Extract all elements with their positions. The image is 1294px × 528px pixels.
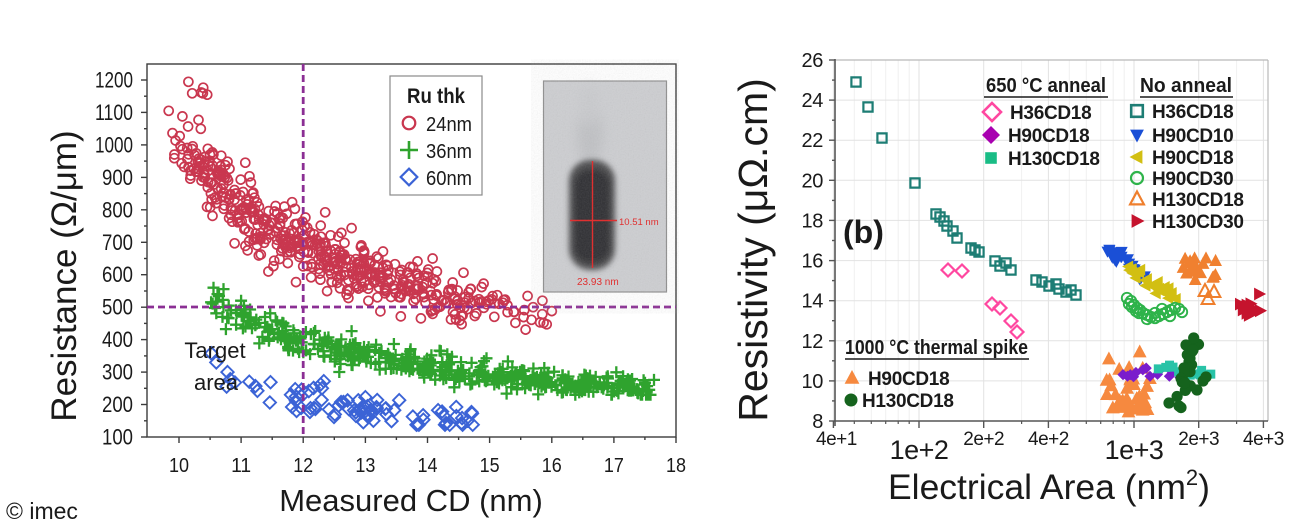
svg-text:1000: 1000 xyxy=(95,132,133,157)
svg-text:H130CD18: H130CD18 xyxy=(862,391,954,412)
svg-text:H130CD18: H130CD18 xyxy=(1152,190,1244,211)
svg-text:700: 700 xyxy=(102,230,133,255)
svg-text:600: 600 xyxy=(102,262,133,287)
svg-text:22: 22 xyxy=(802,130,824,152)
svg-text:1100: 1100 xyxy=(95,100,133,125)
svg-text:16: 16 xyxy=(542,455,562,477)
svg-text:14: 14 xyxy=(802,291,824,313)
svg-text:H90CD18: H90CD18 xyxy=(1008,126,1089,147)
svg-text:Electrical Area (nm2): Electrical Area (nm2) xyxy=(888,465,1210,507)
svg-text:24nm: 24nm xyxy=(426,114,472,136)
svg-text:2e+2: 2e+2 xyxy=(963,429,1004,450)
svg-text:H90CD10: H90CD10 xyxy=(1152,126,1233,147)
svg-text:100: 100 xyxy=(102,425,133,450)
svg-text:12: 12 xyxy=(802,331,824,353)
svg-text:1000 °C thermal spike: 1000 °C thermal spike xyxy=(845,337,1028,359)
svg-text:2e+3: 2e+3 xyxy=(1178,429,1219,450)
svg-text:4e+1: 4e+1 xyxy=(816,429,857,450)
svg-text:13: 13 xyxy=(355,455,375,477)
svg-text:900: 900 xyxy=(102,165,133,190)
svg-text:1200: 1200 xyxy=(95,68,133,93)
svg-text:H130CD18: H130CD18 xyxy=(1008,149,1100,170)
svg-text:11: 11 xyxy=(231,455,251,477)
svg-text:800: 800 xyxy=(102,197,133,222)
svg-text:Resistance (Ω/μm): Resistance (Ω/μm) xyxy=(45,130,84,421)
svg-text:60nm: 60nm xyxy=(426,168,472,190)
svg-text:H130CD30: H130CD30 xyxy=(1152,212,1244,233)
svg-text:H36CD18: H36CD18 xyxy=(1010,103,1091,124)
svg-text:18: 18 xyxy=(802,210,824,232)
svg-text:12: 12 xyxy=(293,455,313,477)
svg-text:(b): (b) xyxy=(843,214,884,250)
svg-text:Measured CD (nm): Measured CD (nm) xyxy=(279,483,543,518)
svg-text:300: 300 xyxy=(102,360,133,385)
svg-text:1e+2: 1e+2 xyxy=(890,435,949,465)
svg-text:36nm: 36nm xyxy=(426,141,472,163)
svg-text:H90CD18: H90CD18 xyxy=(868,369,949,390)
svg-text:area: area xyxy=(194,370,239,395)
svg-text:Resistivity (μΩ.cm): Resistivity (μΩ.cm) xyxy=(730,78,776,422)
svg-text:H90CD18: H90CD18 xyxy=(1152,148,1233,169)
svg-text:H36CD18: H36CD18 xyxy=(1152,102,1233,123)
svg-text:Ru thk: Ru thk xyxy=(407,85,465,108)
svg-text:10: 10 xyxy=(169,455,189,477)
svg-text:No anneal: No anneal xyxy=(1140,75,1232,97)
svg-text:© imec: © imec xyxy=(6,498,78,524)
svg-text:1e+3: 1e+3 xyxy=(1105,435,1164,465)
svg-text:17: 17 xyxy=(604,455,624,477)
svg-text:500: 500 xyxy=(102,295,133,320)
svg-text:14: 14 xyxy=(418,455,438,477)
svg-text:200: 200 xyxy=(102,392,133,417)
svg-text:650 °C anneal: 650 °C anneal xyxy=(986,75,1106,97)
svg-text:Target: Target xyxy=(184,338,245,363)
svg-text:23.93 nm: 23.93 nm xyxy=(577,277,619,288)
svg-text:10.51 nm: 10.51 nm xyxy=(619,217,659,228)
svg-text:18: 18 xyxy=(666,455,686,477)
svg-text:400: 400 xyxy=(102,327,133,352)
svg-text:H90CD30: H90CD30 xyxy=(1152,169,1233,190)
svg-text:15: 15 xyxy=(480,455,500,477)
svg-text:4e+3: 4e+3 xyxy=(1243,429,1284,450)
svg-text:24: 24 xyxy=(802,90,824,112)
svg-text:26: 26 xyxy=(802,50,824,72)
svg-text:8: 8 xyxy=(812,411,823,433)
svg-text:4e+2: 4e+2 xyxy=(1028,429,1069,450)
svg-text:10: 10 xyxy=(802,371,824,393)
svg-text:16: 16 xyxy=(802,251,824,273)
svg-text:20: 20 xyxy=(802,170,824,192)
